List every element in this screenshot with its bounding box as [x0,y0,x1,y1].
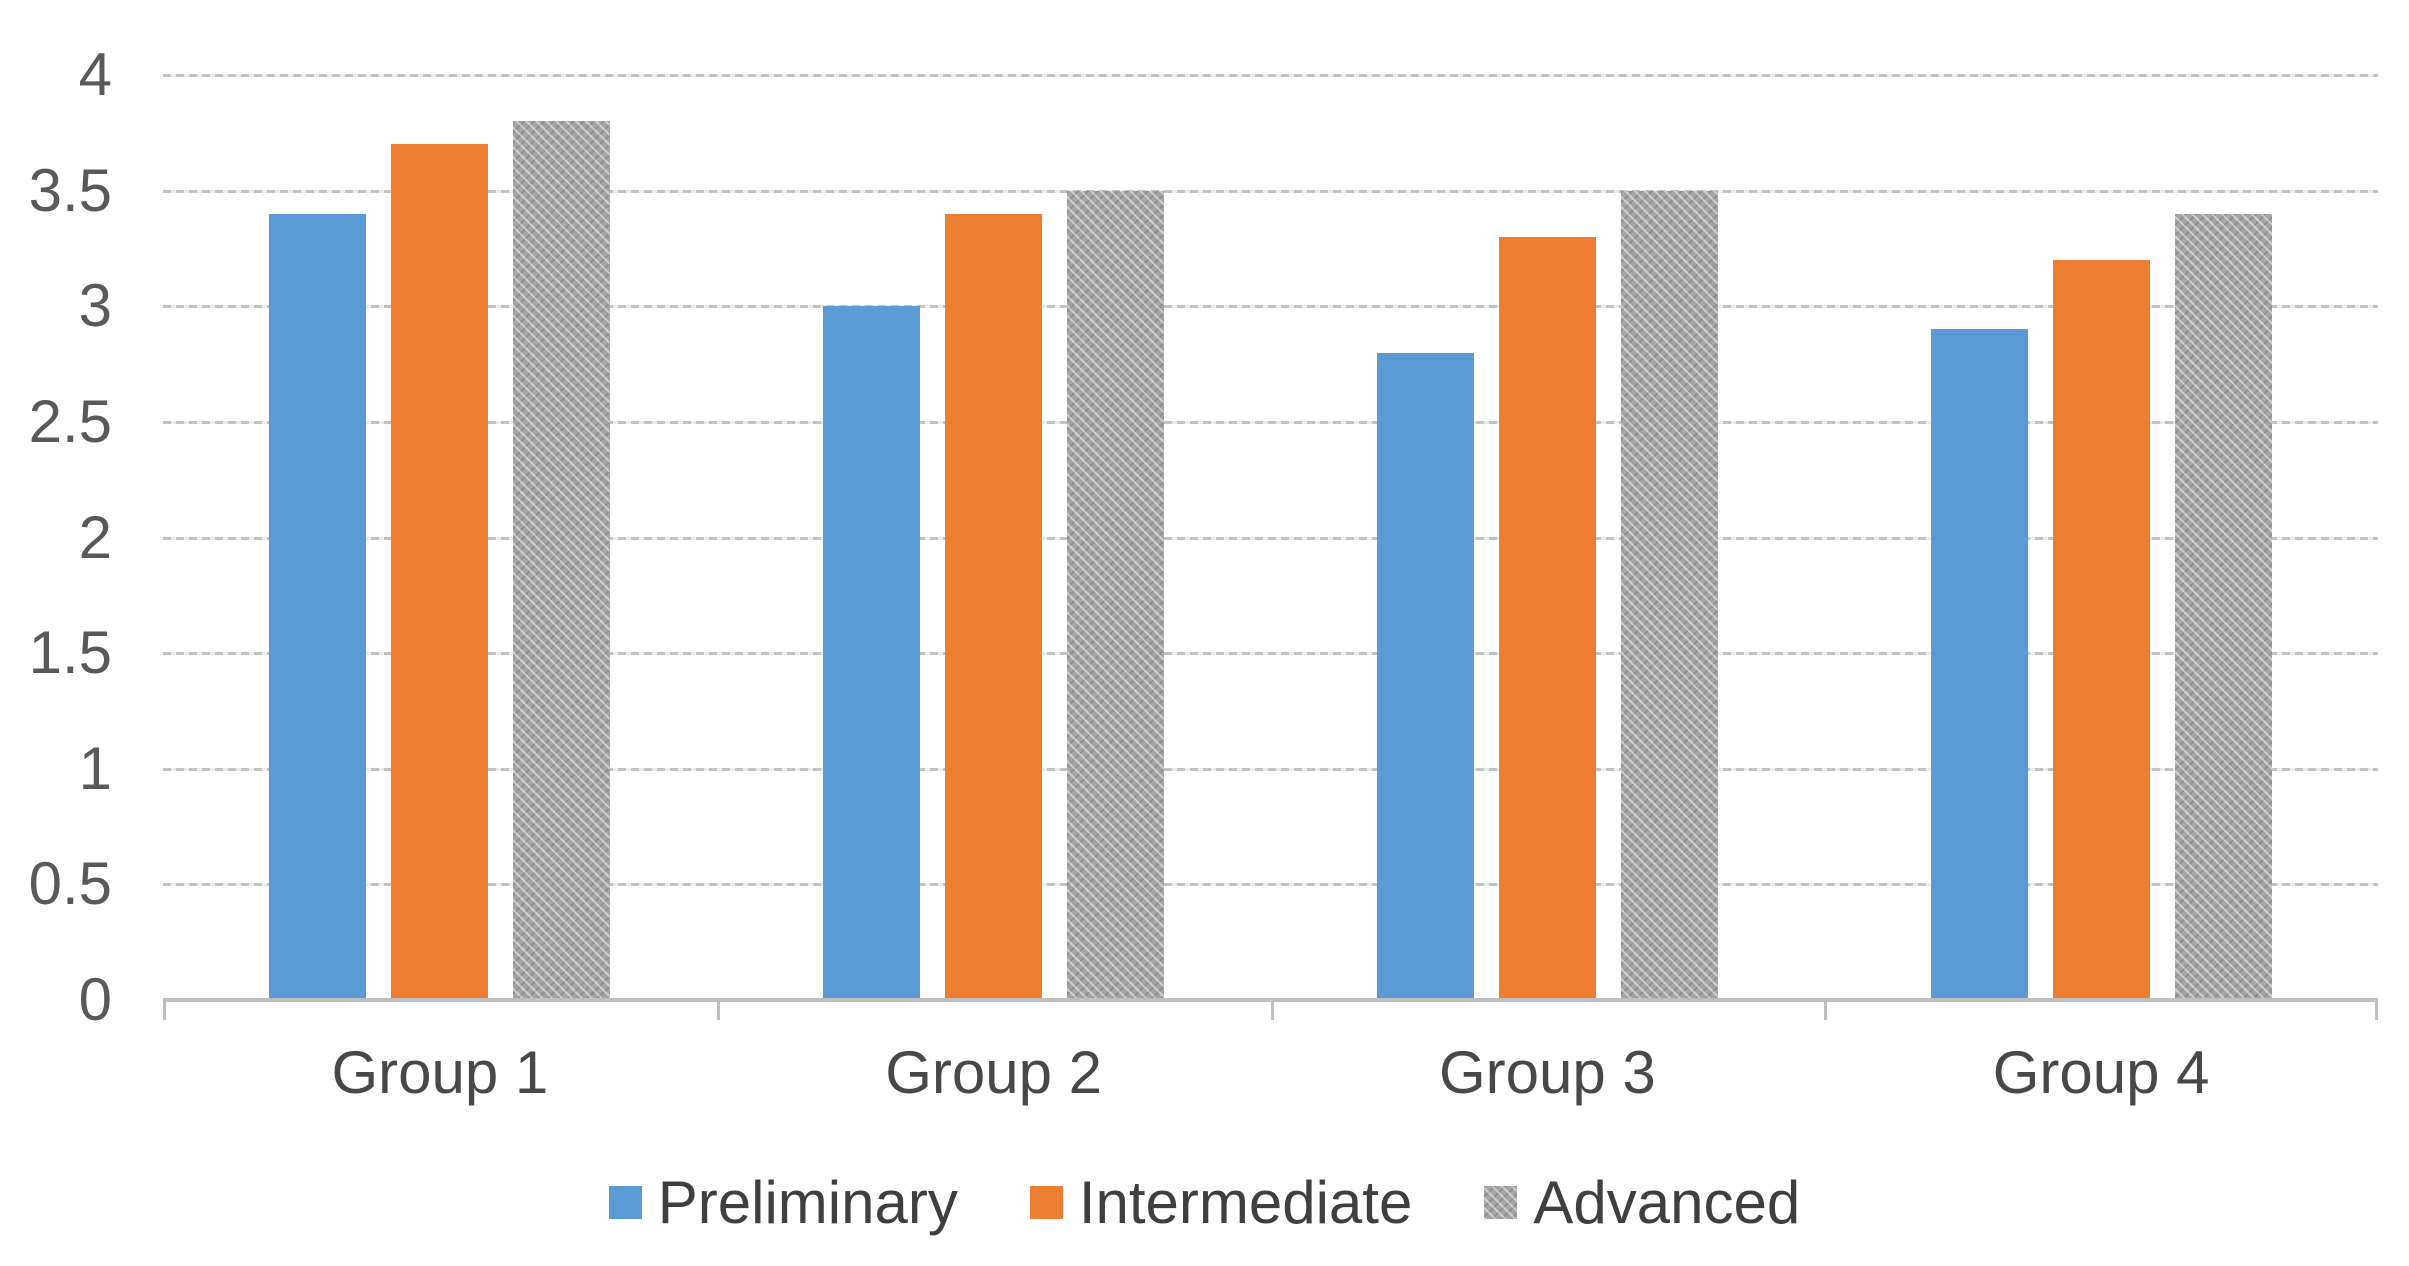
bar-advanced-3 [1620,190,1718,1000]
y-axis-tick-label: 1.5 [28,619,112,687]
bar-preliminary-4 [1930,329,2028,1000]
y-axis-tick-label: 0.5 [28,850,112,918]
bar-group-3 [1271,75,1825,1000]
x-axis-tick [1270,1000,1274,1020]
bar-preliminary-3 [1376,352,1474,1000]
legend-label: Intermediate [1078,1168,1413,1236]
y-axis-tick-label: 4 [78,41,112,108]
y-axis-tick-label: 2 [78,503,112,571]
gridline-y-0.5 [163,883,2378,887]
bar-intermediate-3 [1498,236,1596,1000]
bar-advanced-2 [1067,190,1165,1000]
bar-preliminary-2 [823,306,921,1000]
x-axis-tick [716,1000,720,1020]
legend-swatch-icon [608,1185,642,1219]
gridline-y-2.5 [163,420,2378,424]
gridline-y-1.5 [163,652,2378,656]
x-axis-tick [2375,1000,2378,1020]
y-axis-tick-label: 3 [78,272,112,340]
bar-group-2 [717,75,1271,1000]
bar-intermediate-1 [391,144,489,1000]
legend-label: Preliminary [657,1168,958,1236]
bar-intermediate-4 [2052,260,2150,1000]
gridline-y-2 [163,536,2378,540]
legend-item-preliminary: Preliminary [608,1168,958,1237]
gridline-y-3 [163,305,2378,309]
x-axis-category-label: Group 2 [885,1039,1103,1106]
x-axis-tick [163,1000,166,1020]
bar-group-1 [163,75,717,1000]
y-axis-tick-label: 0 [78,966,112,1033]
bar-advanced-1 [513,121,611,1000]
gridline-y-3.5 [163,189,2378,193]
plot-area [163,74,2378,1000]
x-axis-category-label: Group 4 [1992,1039,2210,1106]
legend-label: Advanced [1533,1168,1801,1236]
bar-intermediate-2 [945,213,1043,1000]
bar-advanced-4 [2174,213,2272,1000]
y-axis-tick-label: 3.5 [28,156,112,224]
bar-preliminary-1 [269,213,367,1000]
legend-item-advanced: Advanced [1484,1168,1800,1237]
x-axis-category-label: Group 3 [1438,1039,1656,1106]
legend-item-intermediate: Intermediate [1029,1168,1413,1237]
legend-swatch-icon [1484,1185,1518,1219]
gridline-y-1 [163,767,2378,771]
legend: Preliminary Intermediate Advanced [0,1162,2409,1242]
x-axis-tick [1824,1000,1828,1020]
x-axis-category-label: Group 1 [331,1039,549,1106]
legend-swatch-icon [1029,1185,1063,1219]
y-axis-tick-label: 1 [78,734,112,802]
gridline-y-4 [163,74,2378,77]
bar-group-4 [1824,75,2378,1000]
y-axis-tick-label: 2.5 [28,387,112,455]
